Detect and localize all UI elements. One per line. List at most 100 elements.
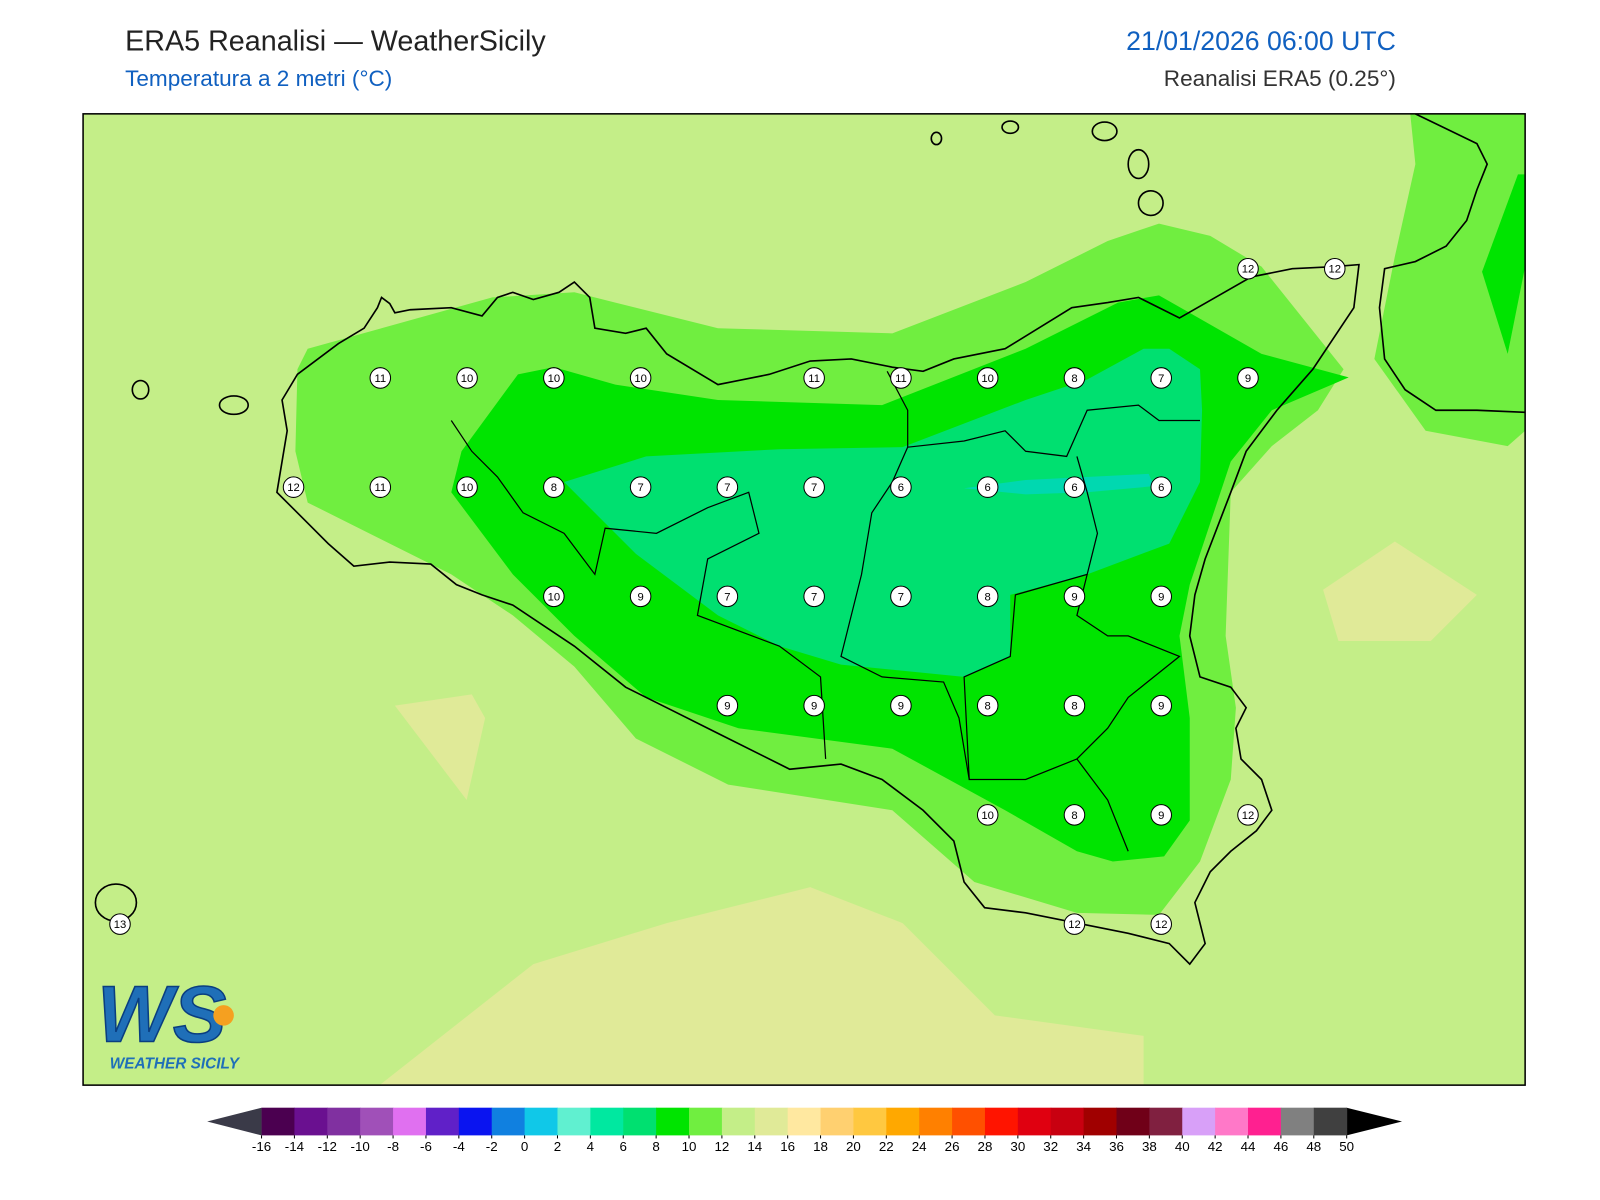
colorbar-swatch bbox=[853, 1107, 887, 1136]
colorbar-swatch bbox=[524, 1107, 558, 1136]
colorbar-label: 32 bbox=[1043, 1139, 1058, 1154]
island bbox=[218, 395, 250, 416]
colorbar-label: -2 bbox=[486, 1139, 498, 1154]
station-value: 7 bbox=[811, 482, 817, 494]
province-border bbox=[1076, 574, 1181, 760]
station-value: 9 bbox=[637, 591, 643, 603]
colorbar-swatch bbox=[491, 1107, 526, 1136]
station-value: 11 bbox=[808, 373, 820, 385]
station-value: 10 bbox=[548, 591, 561, 603]
station-value: 7 bbox=[724, 591, 730, 603]
station-marker bbox=[803, 476, 825, 498]
station-value: 10 bbox=[461, 373, 474, 385]
colorbar-label: 28 bbox=[978, 1139, 993, 1154]
colorbar-swatch bbox=[261, 1107, 295, 1136]
station-marker bbox=[716, 585, 739, 608]
island bbox=[131, 379, 150, 400]
colorbar-label: 48 bbox=[1306, 1139, 1321, 1154]
colorbar-label: 38 bbox=[1142, 1139, 1157, 1154]
station-value: 7 bbox=[898, 591, 904, 603]
station-marker bbox=[369, 476, 392, 498]
colorbar-swatch bbox=[1050, 1107, 1085, 1136]
map-frame bbox=[82, 113, 1526, 1086]
colorbar-swatch bbox=[1215, 1107, 1249, 1136]
colorbar-label: -6 bbox=[420, 1139, 432, 1154]
colorbar-swatch bbox=[1149, 1107, 1183, 1136]
colorbar-label: 14 bbox=[747, 1139, 762, 1154]
station-value: 11 bbox=[895, 373, 907, 385]
station-marker bbox=[1150, 476, 1172, 498]
colorbar-swatch bbox=[1017, 1107, 1052, 1136]
source: Reanalisi ERA5 (0.25°) bbox=[1164, 66, 1396, 91]
colorbar-swatch bbox=[886, 1107, 920, 1136]
station-value: 9 bbox=[1158, 701, 1164, 713]
colorbar-under bbox=[207, 1107, 262, 1136]
colorbar-label: -12 bbox=[318, 1139, 337, 1154]
station-marker bbox=[1063, 694, 1086, 717]
station-value: 9 bbox=[811, 701, 817, 713]
station-value: 10 bbox=[634, 373, 647, 385]
station-marker bbox=[890, 585, 912, 608]
island bbox=[1091, 121, 1118, 142]
station-value: 12 bbox=[1242, 264, 1255, 276]
station-value: 6 bbox=[898, 482, 904, 494]
station-marker bbox=[890, 367, 912, 389]
station-marker bbox=[369, 367, 392, 389]
colorbar-swatch bbox=[360, 1107, 394, 1136]
station-marker bbox=[543, 476, 565, 498]
island bbox=[930, 131, 943, 146]
station-marker bbox=[716, 694, 739, 717]
station-value: 7 bbox=[1158, 373, 1164, 385]
field-8-10 bbox=[1482, 174, 1526, 354]
island bbox=[1127, 148, 1150, 180]
colorbar-swatch bbox=[393, 1107, 427, 1136]
colorbar-label: 44 bbox=[1241, 1139, 1256, 1154]
colorbar-swatch bbox=[590, 1107, 624, 1136]
logo: WS WEATHER SICILY bbox=[97, 969, 241, 1073]
colorbar-swatch bbox=[919, 1107, 953, 1136]
station-marker bbox=[1063, 585, 1086, 608]
colorbar-label: 40 bbox=[1175, 1139, 1190, 1154]
station-value: 10 bbox=[548, 373, 561, 385]
station-value: 8 bbox=[1071, 373, 1077, 385]
station-value: 6 bbox=[1071, 482, 1077, 494]
field-14-16 bbox=[394, 694, 486, 800]
station-marker bbox=[716, 476, 739, 498]
colorbar-label: 22 bbox=[879, 1139, 894, 1154]
station-value: 10 bbox=[981, 373, 994, 385]
station-marker bbox=[1237, 367, 1259, 389]
coastline-calabria bbox=[1378, 113, 1526, 414]
station-marker bbox=[543, 585, 565, 608]
station-marker bbox=[1150, 694, 1172, 717]
station-value: 11 bbox=[374, 373, 386, 385]
station-marker bbox=[976, 694, 999, 717]
colorbar-label: 20 bbox=[846, 1139, 861, 1154]
station-marker bbox=[1237, 804, 1259, 826]
colorbar-label: -4 bbox=[453, 1139, 465, 1154]
island bbox=[1137, 189, 1164, 217]
station-value: 7 bbox=[637, 482, 643, 494]
colorbar-label: 34 bbox=[1076, 1139, 1091, 1154]
subtitle: Temperatura a 2 metri (°C) bbox=[125, 66, 392, 91]
station-value: 6 bbox=[985, 482, 991, 494]
colorbar-label: 18 bbox=[813, 1139, 828, 1154]
colorbar-swatch bbox=[689, 1107, 723, 1136]
colorbar-over bbox=[1346, 1107, 1403, 1136]
station-value: 7 bbox=[724, 482, 730, 494]
station-value: 9 bbox=[1158, 810, 1164, 822]
province-border bbox=[963, 456, 1129, 852]
station-marker bbox=[1063, 913, 1086, 935]
station-marker bbox=[976, 804, 999, 826]
station-marker bbox=[1150, 367, 1172, 389]
colorbar-swatch bbox=[294, 1107, 328, 1136]
field-14-16 bbox=[1323, 541, 1477, 642]
station-value: 9 bbox=[1158, 591, 1164, 603]
colorbar-label: 46 bbox=[1273, 1139, 1288, 1154]
station-value: 7 bbox=[811, 591, 817, 603]
station-marker bbox=[543, 367, 565, 389]
colorbar-swatch bbox=[1248, 1107, 1282, 1136]
province-border bbox=[840, 370, 970, 780]
station-value: 6 bbox=[1158, 482, 1164, 494]
colorbar-swatch bbox=[721, 1107, 756, 1136]
